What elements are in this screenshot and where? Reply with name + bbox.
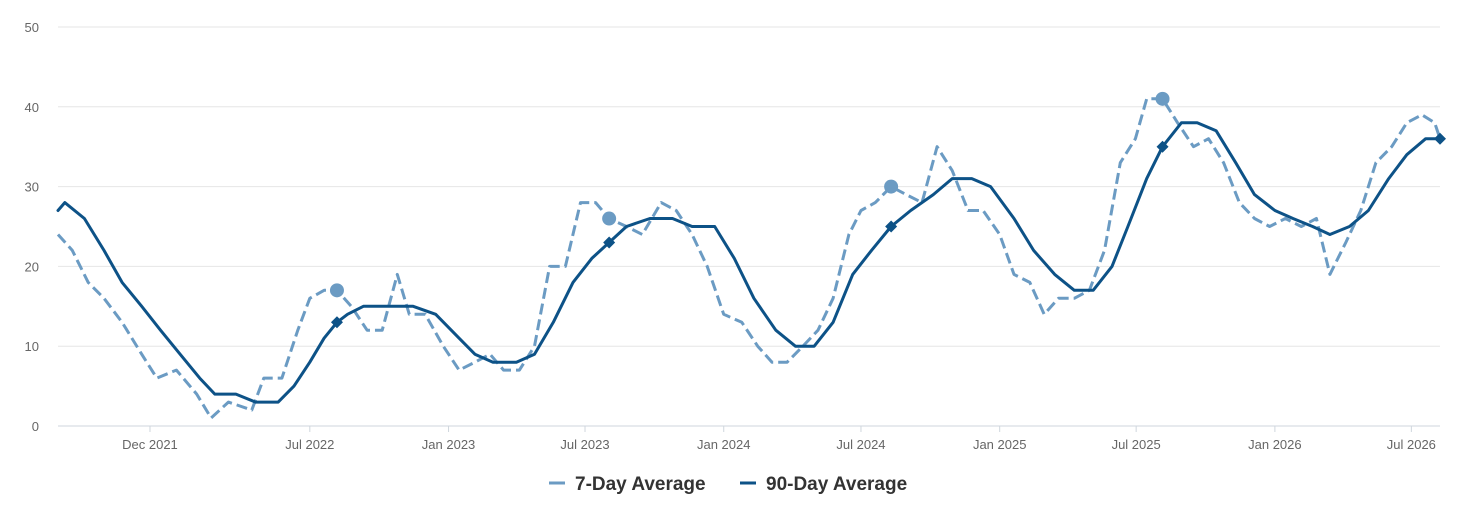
x-tick-label: Jul 2023 bbox=[560, 437, 609, 452]
y-tick-label: 10 bbox=[25, 339, 39, 354]
y-tick-label: 20 bbox=[25, 259, 39, 274]
legend-label: 7-Day Average bbox=[575, 474, 706, 495]
data-point-marker[interactable] bbox=[884, 179, 899, 194]
grid-layer bbox=[58, 26, 1440, 427]
series-layer bbox=[56, 97, 1442, 420]
y-tick-label: 50 bbox=[25, 20, 39, 35]
data-point-marker[interactable] bbox=[330, 316, 343, 329]
y-tick-label: 0 bbox=[32, 419, 39, 434]
data-point-marker[interactable] bbox=[885, 220, 898, 233]
data-point-marker[interactable] bbox=[1155, 91, 1170, 106]
data-point-marker[interactable] bbox=[329, 283, 344, 298]
x-tick-label: Jan 2026 bbox=[1248, 437, 1302, 452]
series-line-90-day-average[interactable] bbox=[56, 121, 1442, 404]
legend-item-90-day-average[interactable]: 90-Day Average bbox=[740, 474, 907, 495]
x-tick-label: Dec 2021 bbox=[122, 437, 178, 452]
y-tick-label: 30 bbox=[25, 180, 39, 195]
data-point-marker[interactable] bbox=[1434, 132, 1446, 145]
x-tick-label: Jan 2025 bbox=[973, 437, 1027, 452]
axis-layer: 0 10 20 30 40 50 Dec 2021 Jul 2022 Jan 2023 Jul 2… bbox=[25, 20, 1436, 452]
y-tick-label: 40 bbox=[25, 100, 39, 115]
x-tick-label: Jul 2026 bbox=[1387, 437, 1436, 452]
x-tick-label: Jan 2024 bbox=[697, 437, 751, 452]
legend-item-7-day-average[interactable]: 7-Day Average bbox=[549, 474, 706, 495]
series-line-7-day-average[interactable] bbox=[56, 97, 1442, 420]
data-point-marker[interactable] bbox=[1156, 140, 1169, 153]
legend[interactable]: 7-Day Average 90-Day Average bbox=[549, 474, 907, 495]
x-tick-label: Jul 2022 bbox=[285, 437, 334, 452]
x-tick-label: Jan 2023 bbox=[422, 437, 476, 452]
marker-layer bbox=[329, 91, 1446, 329]
legend-label: 90-Day Average bbox=[766, 474, 907, 495]
data-point-marker[interactable] bbox=[602, 211, 617, 226]
data-point-marker[interactable] bbox=[603, 236, 616, 249]
x-tick-label: Jul 2025 bbox=[1112, 437, 1161, 452]
x-tick-label: Jul 2024 bbox=[836, 437, 885, 452]
